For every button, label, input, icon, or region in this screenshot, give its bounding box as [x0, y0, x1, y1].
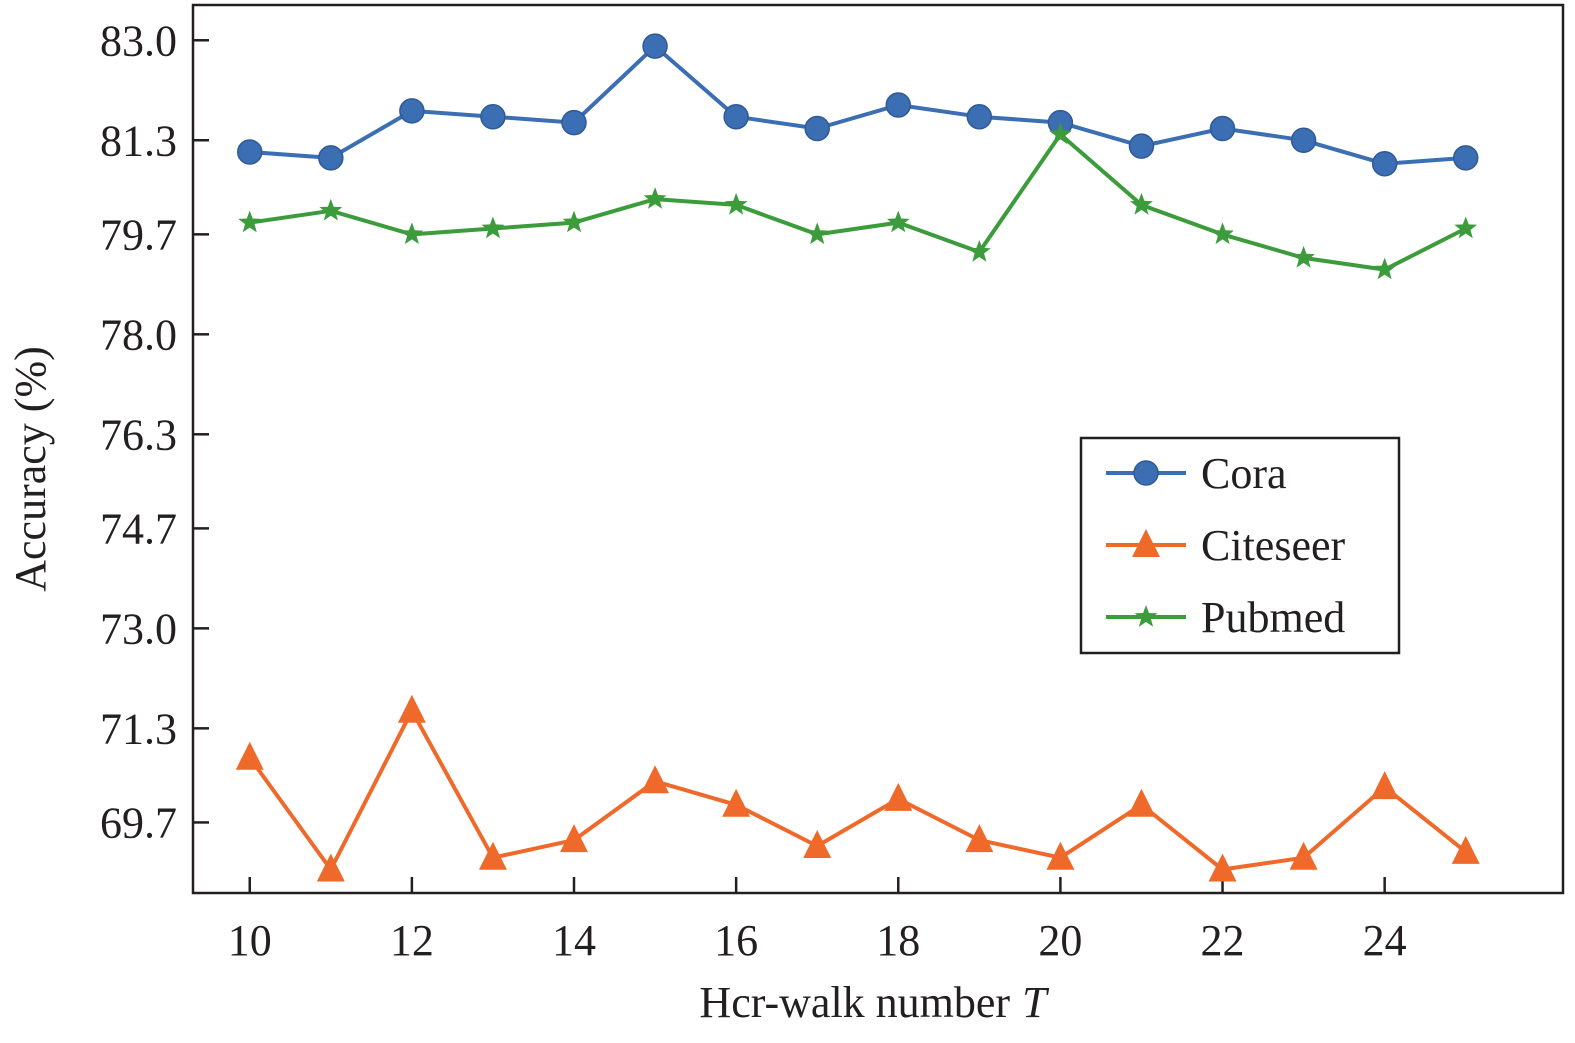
data-point-cora: [804, 115, 830, 142]
y-tick-label: 69.7: [100, 798, 177, 847]
x-tick-label: 22: [1201, 916, 1245, 965]
data-point-pubmed: [1049, 122, 1072, 145]
data-point-citeseer: [316, 853, 345, 882]
data-point-pubmed: [643, 187, 667, 209]
data-point-cora: [480, 103, 506, 130]
x-tick-label: 20: [1038, 916, 1082, 965]
legend-marker-cora: [1133, 460, 1159, 486]
data-point-pubmed: [1292, 245, 1315, 268]
x-tick-label: 18: [876, 916, 920, 965]
legend: Cora Citeseer Pubmed: [1079, 436, 1401, 655]
y-tick-label: 78.0: [100, 310, 177, 359]
data-point-pubmed: [805, 222, 829, 245]
plot-area-frame: [191, 3, 1565, 895]
data-point-citeseer: [1451, 835, 1480, 864]
y-tick-label: 71.3: [100, 704, 177, 753]
legend-marker-pubmed: [1134, 605, 1158, 627]
x-axis-title-variable: T: [1022, 978, 1050, 1027]
data-point-cora: [1452, 145, 1479, 171]
data-point-pubmed: [1130, 192, 1153, 215]
y-tick-label: 76.3: [100, 410, 177, 459]
data-point-cora: [1290, 127, 1317, 154]
legend-item-pubmed: Pubmed: [1106, 593, 1345, 642]
data-point-cora: [1371, 151, 1398, 177]
series-line-cora: [249, 44, 1466, 166]
data-point-cora: [561, 109, 587, 136]
x-tick-label: 24: [1363, 916, 1407, 965]
data-point-cora: [885, 92, 912, 118]
series-citeseer: [235, 694, 1480, 882]
data-point-pubmed: [724, 192, 748, 215]
data-point-cora: [723, 103, 749, 130]
series-cora: [236, 33, 1479, 177]
data-point-pubmed: [481, 216, 505, 239]
y-tick-label: 74.7: [100, 504, 177, 553]
data-point-pubmed: [886, 210, 910, 233]
ticks-layer: 69.7 71.3 73.0 74.7 76.3 78.0 79.7 81.3 83.0 10 12…: [100, 16, 1407, 965]
data-point-pubmed: [1211, 222, 1234, 245]
series-line-citeseer: [248, 708, 1467, 872]
data-point-pubmed: [967, 240, 991, 262]
data-point-cora: [966, 103, 993, 130]
data-point-pubmed: [319, 198, 343, 221]
series-layer: [235, 33, 1480, 882]
data-point-citeseer: [397, 694, 426, 723]
x-axis-title: Hcr-walk number T: [699, 978, 1050, 1027]
data-point-cora: [642, 33, 668, 59]
data-point-citeseer: [722, 788, 751, 817]
data-point-citeseer: [641, 765, 670, 794]
data-point-citeseer: [1370, 771, 1399, 800]
series-pubmed: [238, 122, 1478, 280]
x-tick-label: 14: [552, 916, 596, 965]
data-point-citeseer: [235, 741, 264, 770]
data-point-pubmed: [400, 222, 424, 245]
data-point-cora: [1128, 133, 1155, 159]
y-tick-label: 83.0: [100, 16, 177, 65]
legend-item-cora: Cora: [1106, 449, 1287, 498]
x-tick-label: 16: [714, 916, 758, 965]
data-point-citeseer: [965, 824, 994, 853]
x-tick-label: 10: [228, 916, 272, 965]
y-tick-label: 73.0: [100, 604, 177, 653]
legend-label-citeseer: Citeseer: [1201, 521, 1346, 570]
series-line-pubmed: [249, 132, 1467, 272]
data-point-citeseer: [1046, 841, 1075, 870]
legend-item-citeseer: Citeseer: [1106, 521, 1346, 570]
data-point-citeseer: [803, 829, 832, 858]
data-point-citeseer: [1127, 788, 1156, 817]
legend-label-pubmed: Pubmed: [1201, 593, 1345, 642]
data-point-cora: [318, 145, 344, 171]
data-point-citeseer: [560, 824, 589, 853]
y-axis-title: Accuracy (%): [6, 346, 55, 592]
legend-marker-citeseer: [1132, 529, 1160, 557]
data-point-citeseer: [1289, 841, 1318, 870]
data-point-cora: [236, 139, 263, 165]
data-point-citeseer: [1208, 853, 1237, 882]
data-point-pubmed: [238, 210, 262, 233]
data-point-cora: [1209, 115, 1236, 142]
data-point-pubmed: [1373, 257, 1397, 280]
legend-label-cora: Cora: [1201, 449, 1287, 498]
x-tick-label: 12: [390, 916, 434, 965]
data-point-cora: [399, 98, 425, 124]
y-tick-label: 79.7: [100, 210, 177, 259]
y-tick-label: 81.3: [100, 116, 177, 165]
data-point-citeseer: [478, 841, 507, 870]
data-point-pubmed: [1454, 216, 1478, 239]
data-point-citeseer: [884, 782, 913, 811]
data-point-pubmed: [562, 210, 586, 233]
x-axis-title-text: Hcr-walk number: [699, 978, 1010, 1027]
